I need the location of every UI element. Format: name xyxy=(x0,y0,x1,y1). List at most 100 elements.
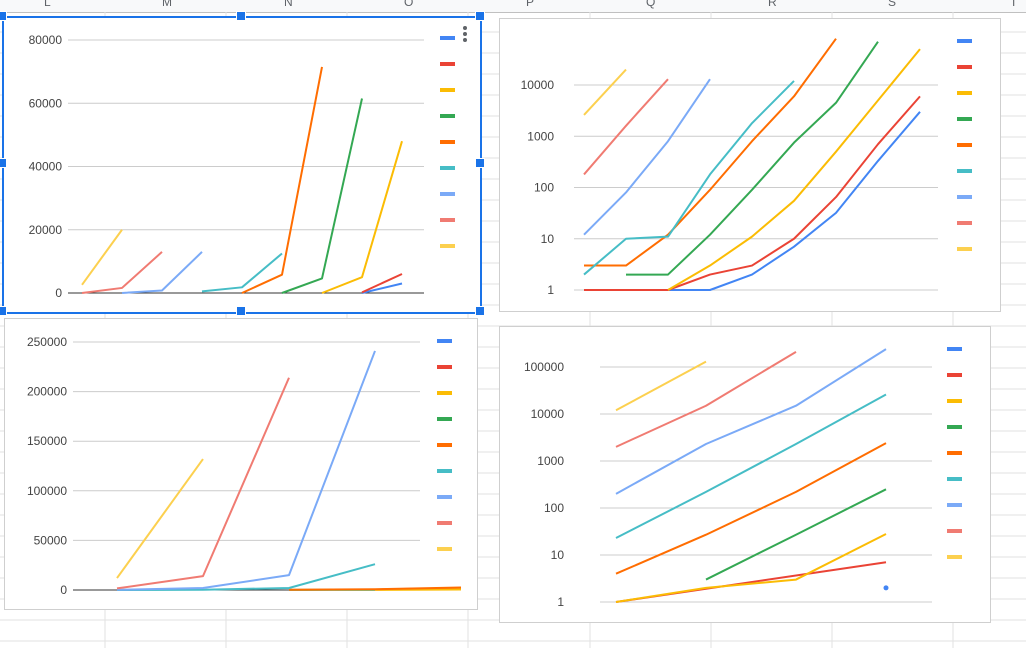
y-tick-label: 1000 xyxy=(527,129,554,143)
series-line-1 xyxy=(361,282,403,294)
series-line-2 xyxy=(361,273,403,294)
series-line-5 xyxy=(241,66,323,294)
y-tick-label: 100 xyxy=(544,501,564,515)
column-header-p[interactable]: P xyxy=(526,0,535,9)
y-tick-label: 10000 xyxy=(531,407,565,421)
series-line-9 xyxy=(583,68,627,116)
legend-swatch-9 xyxy=(440,244,455,248)
legend-swatch-6 xyxy=(437,469,452,473)
y-tick-label: 0 xyxy=(60,583,67,597)
series-line-4 xyxy=(281,98,363,294)
chart-3-plot: 0 50000 100000 150000 200000 250000 xyxy=(27,335,462,597)
legend-swatch-5 xyxy=(957,143,972,147)
chart-4-plot: 1 10 100 1000 10000 100000 xyxy=(524,348,932,609)
legend-swatch-4 xyxy=(957,117,972,121)
y-tick-label: 100000 xyxy=(524,360,564,374)
y-tick-label: 10000 xyxy=(521,78,555,92)
legend-swatch-9 xyxy=(957,247,972,251)
column-header-n[interactable]: N xyxy=(284,0,293,9)
column-header-m[interactable]: M xyxy=(162,0,172,9)
legend-swatch-8 xyxy=(957,221,972,225)
legend-swatch-6 xyxy=(947,477,962,481)
y-tick-label: 80000 xyxy=(29,33,63,47)
y-tick-label: 50000 xyxy=(34,533,68,547)
legend-swatch-2 xyxy=(440,62,455,66)
legend-swatch-7 xyxy=(440,192,455,196)
resize-handle-top-right[interactable] xyxy=(475,11,485,21)
y-tick-label: 250000 xyxy=(27,335,67,349)
legend-swatch-5 xyxy=(440,140,455,144)
chart-menu-icon[interactable] xyxy=(463,26,467,44)
resize-handle-top-left[interactable] xyxy=(0,11,7,21)
legend-swatch-6 xyxy=(957,169,972,173)
y-tick-label: 20000 xyxy=(29,223,63,237)
legend-swatch-4 xyxy=(947,425,962,429)
series-line-9 xyxy=(116,458,204,579)
series-line-8 xyxy=(583,78,669,176)
resize-handle-top[interactable] xyxy=(236,11,246,21)
y-tick-label: 1 xyxy=(547,283,554,297)
resize-handle-bottom-left[interactable] xyxy=(0,306,7,316)
series-line-4 xyxy=(705,488,887,581)
series-line-3 xyxy=(615,533,887,603)
series-line-7 xyxy=(121,251,203,294)
legend-swatch-2 xyxy=(947,373,962,377)
series-line-8 xyxy=(615,350,797,448)
resize-handle-bottom[interactable] xyxy=(236,306,246,316)
column-header-t[interactable]: T xyxy=(1010,0,1018,9)
series-line-4 xyxy=(626,41,879,276)
resize-handle-left[interactable] xyxy=(0,158,7,168)
y-tick-label: 0 xyxy=(55,286,62,300)
series-line-6 xyxy=(583,80,795,276)
chart-log-2[interactable]: 1 10 100 1000 10000 100000 xyxy=(499,326,991,623)
y-tick-label: 200000 xyxy=(27,385,67,399)
legend-swatch-3 xyxy=(947,399,962,403)
y-tick-label: 1 xyxy=(557,595,564,609)
column-header-bar: L M N O P Q R S T xyxy=(0,0,1026,13)
series-line-5 xyxy=(288,586,462,591)
resize-handle-bottom-right[interactable] xyxy=(475,306,485,316)
chart-linear-2[interactable]: 0 50000 100000 150000 200000 250000 xyxy=(4,318,478,610)
legend-swatch-8 xyxy=(947,529,962,533)
series-point xyxy=(883,585,889,591)
legend-swatch-1 xyxy=(440,36,455,40)
series-line-6 xyxy=(116,563,376,591)
resize-handle-right[interactable] xyxy=(475,158,485,168)
chart-2-plot: 1 10 100 1000 10000 xyxy=(521,38,938,297)
series-line-7 xyxy=(615,348,887,495)
legend-swatch-7 xyxy=(957,195,972,199)
legend-swatch-2 xyxy=(957,65,972,69)
series-line-7 xyxy=(116,350,376,591)
series-line-3 xyxy=(321,140,403,294)
legend-swatch-6 xyxy=(440,166,455,170)
y-tick-label: 100000 xyxy=(27,484,67,498)
series-line-6 xyxy=(615,393,887,539)
chart-log-1[interactable]: 1 10 100 1000 10000 xyxy=(499,18,1001,312)
legend-swatch-3 xyxy=(957,91,972,95)
y-tick-label: 40000 xyxy=(29,160,63,174)
y-tick-label: 150000 xyxy=(27,434,67,448)
series-line-2 xyxy=(584,95,921,291)
legend-swatch-7 xyxy=(947,503,962,507)
y-tick-label: 100 xyxy=(534,181,554,195)
series-line-7 xyxy=(583,78,711,236)
y-tick-label: 60000 xyxy=(29,96,63,110)
chart-3-legend xyxy=(437,339,457,573)
y-tick-label: 1000 xyxy=(537,454,564,468)
column-header-l[interactable]: L xyxy=(44,0,51,9)
column-header-q[interactable]: Q xyxy=(646,0,656,9)
legend-swatch-4 xyxy=(437,417,452,421)
legend-swatch-4 xyxy=(440,114,455,118)
column-header-r[interactable]: R xyxy=(768,0,777,9)
legend-swatch-9 xyxy=(437,547,452,551)
legend-swatch-5 xyxy=(947,451,962,455)
series-line-9 xyxy=(615,360,707,412)
chart-linear-1[interactable]: 0 20000 40000 60000 80000 xyxy=(2,16,482,314)
column-header-o[interactable]: O xyxy=(404,0,414,9)
legend-swatch-5 xyxy=(437,443,452,447)
series-line-6 xyxy=(201,252,283,293)
chart-1-legend xyxy=(440,36,460,270)
column-header-s[interactable]: S xyxy=(888,0,897,9)
series-line-3 xyxy=(667,48,921,291)
series-line-5 xyxy=(584,38,837,267)
